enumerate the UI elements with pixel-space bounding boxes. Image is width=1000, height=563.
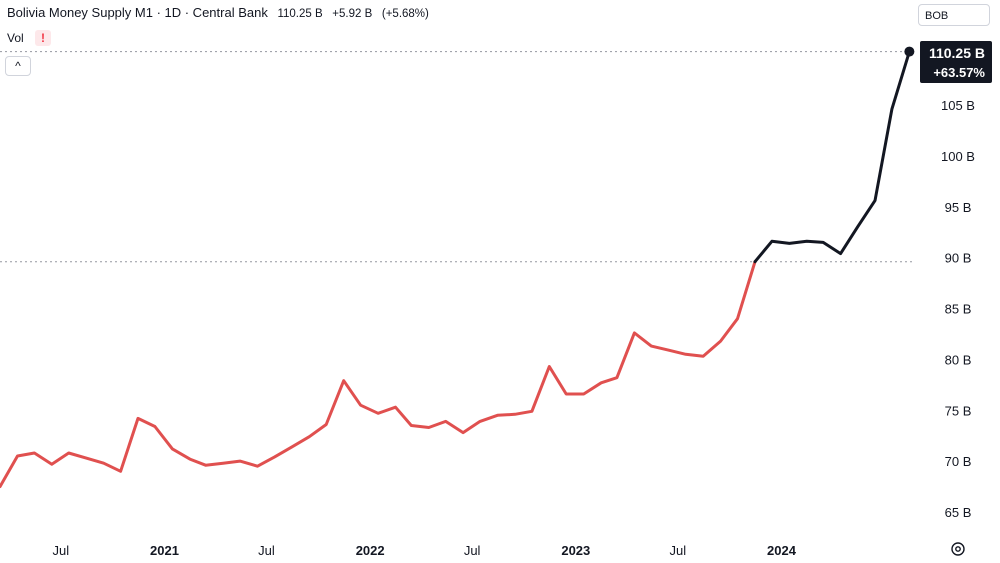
change-value: +5.92 B	[332, 8, 373, 20]
last-value: 110.25 B	[277, 8, 323, 20]
x-tick-label: 2023	[561, 543, 590, 558]
price-tag-change: +63.57%	[933, 65, 985, 80]
y-tick-label: 75 B	[945, 403, 972, 418]
last-point-marker	[904, 46, 915, 57]
chart-legend: Bolivia Money Supply M1 · 1D · Central B…	[7, 5, 429, 20]
x-tick-label: Jul	[53, 543, 70, 558]
y-tick-label: 105 B	[941, 98, 975, 113]
warning-icon[interactable]: !	[35, 30, 51, 46]
y-tick-label: 100 B	[941, 149, 975, 164]
change-percent: (+5.68%)	[381, 8, 429, 20]
x-tick-label: 2024	[767, 543, 797, 558]
x-tick-label: Jul	[669, 543, 686, 558]
y-tick-label: 95 B	[945, 200, 972, 215]
y-tick-label: 70 B	[945, 454, 972, 469]
endpoint	[904, 46, 915, 57]
settings-gear-icon[interactable]	[950, 541, 966, 557]
x-tick-label: Jul	[258, 543, 275, 558]
price-tag-bg	[920, 41, 992, 83]
y-tick-label: 80 B	[945, 352, 972, 367]
price-tag: 110.25 B +63.57%	[920, 41, 992, 83]
y-axis: 65 B 70 B 75 B 80 B 85 B 90 B 95 B 100 B 105 B	[941, 98, 975, 520]
series-title: Bolivia Money Supply M1 · 1D · Central B…	[7, 5, 268, 20]
y-tick-label: 90 B	[945, 251, 972, 266]
reference-lines	[0, 51, 915, 263]
series-line-0	[0, 260, 757, 489]
price-tag-value: 110.25 B	[929, 45, 985, 61]
y-tick-label: 85 B	[945, 302, 972, 317]
y-tick-label: 65 B	[945, 505, 972, 520]
x-tick-label: 2022	[356, 543, 385, 558]
x-tick-label: Jul	[464, 543, 481, 558]
currency-selector[interactable]: BOB	[918, 4, 990, 26]
series-lines	[0, 50, 911, 489]
volume-label: Vol	[7, 31, 24, 45]
series-line-1	[753, 50, 911, 264]
x-axis: Jul 2021 Jul 2022 Jul 2023 Jul 2024	[53, 543, 797, 558]
x-tick-label: 2021	[150, 543, 179, 558]
chevron-up-icon[interactable]: ^	[5, 56, 31, 76]
